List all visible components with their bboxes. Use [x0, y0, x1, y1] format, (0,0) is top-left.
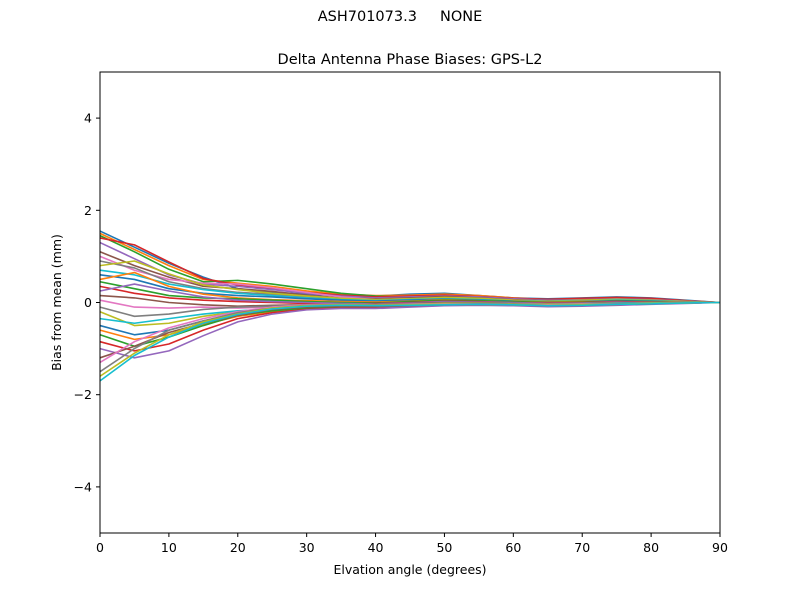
series-layer: [99, 230, 721, 382]
x-tick-label: 50: [436, 540, 452, 555]
x-tick-label: 0: [96, 540, 104, 555]
series-line-30: [99, 301, 721, 382]
y-tick-label: −2: [74, 387, 92, 402]
y-axis: −4 −2 0 2 4: [74, 111, 100, 494]
chart-title: Delta Antenna Phase Biases: GPS-L2: [278, 52, 543, 68]
x-axis: 0 10 20 30 40 50 60 70 80 90: [96, 533, 728, 555]
x-axis-label: Elvation angle (degrees): [333, 562, 486, 577]
y-tick-label: −4: [74, 479, 92, 494]
x-tick-label: 90: [712, 540, 728, 555]
y-tick-label: 2: [84, 203, 92, 218]
x-tick-label: 10: [161, 540, 177, 555]
figure-suptitle: ASH701073.3 NONE: [317, 9, 483, 25]
series-line-28: [99, 301, 721, 373]
x-tick-label: 40: [368, 540, 384, 555]
x-tick-label: 70: [574, 540, 590, 555]
series-line-25: [99, 301, 721, 359]
x-tick-label: 30: [299, 540, 315, 555]
x-tick-label: 80: [643, 540, 659, 555]
series-line-9: [99, 260, 721, 304]
x-tick-label: 60: [505, 540, 521, 555]
series-line-4: [99, 237, 721, 304]
y-tick-label: 4: [84, 111, 92, 126]
x-tick-label: 20: [230, 540, 246, 555]
y-tick-label: 0: [84, 295, 92, 310]
y-axis-label: Bias from mean (mm): [49, 234, 64, 371]
